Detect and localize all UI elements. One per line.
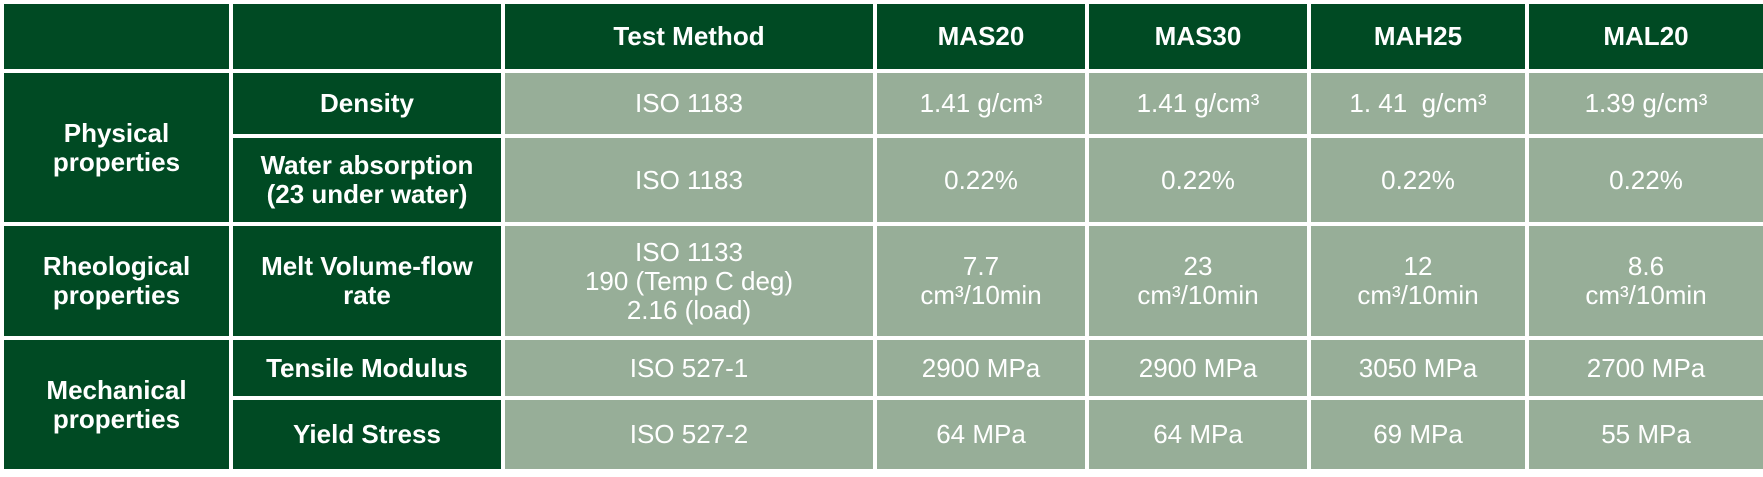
cell-line: 7.7 [962,251,1000,281]
cell-line: Rheological [42,251,191,281]
test-method: ISO 527-2 [505,400,873,469]
table-body: Test Method MAS20 MAS30 MAH25 MAL20 Physical p… [4,4,1763,469]
column-header: MAS20 [877,4,1085,69]
empty-header [233,4,501,69]
cell-line: 64 MPa [1153,419,1243,449]
empty-header [4,4,229,69]
cell-line: cm³/10min [1357,280,1479,310]
value-cell: 8.6 cm³/10min [1529,226,1763,336]
value-cell: 2700 MPa [1529,340,1763,396]
property-name: Density [233,73,501,134]
cell-line: 12 [1403,251,1433,281]
cell-line: cm³/10min [1137,280,1259,310]
cell-line: 0.22% [1381,164,1455,195]
cell-line: ISO 527-1 [629,352,749,383]
cell-line: 8.6 [1627,251,1665,281]
property-name: Water absorption (23 under water) [233,138,501,222]
cell-line: cm³/10min [1585,280,1707,310]
value-cell: 3050 MPa [1311,340,1525,396]
test-method: ISO 1183 [505,73,873,134]
data-row: Water absorption (23 under water) ISO 1183… [4,138,1763,222]
cell-line: 2900 MPa [921,352,1041,383]
cell-line: properties [52,146,181,177]
group-label: Physical properties [4,73,229,222]
cell-line: 1.39 g/cm³ [1584,88,1708,118]
cell-line: cm³/10min [920,280,1042,310]
group-label: Rheological properties [4,226,229,336]
cell-line: 1.41 g/cm³ [1136,88,1260,118]
cell-line: ISO 1183 [635,164,743,195]
cell-line: Density [320,88,414,118]
value-cell: 1.39 g/cm³ [1529,73,1763,134]
cell-line: properties [52,403,181,434]
group-label: Mechanical properties [4,340,229,469]
cell-line: Melt Volume-flow [261,251,473,281]
value-cell: 23 cm³/10min [1089,226,1307,336]
value-cell: 0.22% [1529,138,1763,222]
cell-line: ISO 1183 [635,88,743,118]
column-header: MAL20 [1529,4,1763,69]
cell-line: MAS30 [1154,21,1242,51]
cell-line: Physical [63,117,170,148]
data-row: Mechanical properties Tensile Modulus ISO 5… [4,340,1763,469]
test-method: ISO 1133 190 (Temp C deg) 2.16 (load) [505,226,873,336]
cell-line: rate [343,280,391,310]
column-header: Test Method [505,4,873,69]
cell-line: properties [52,280,181,310]
cell-line: MAL20 [1603,21,1689,51]
value-cell: 12 cm³/10min [1311,226,1525,336]
cell-line: (23 under water) [266,179,468,209]
cell-line: 55 MPa [1601,419,1691,449]
data-row: Yield Stress ISO 527-2 64 MPa 64 MPa 69 MPa 5… [4,400,1763,469]
cell-line: 69 MPa [1373,419,1463,449]
property-name: Yield Stress [233,400,501,469]
data-row: Physical properties Density ISO 1183 1.41 g/… [4,73,1763,222]
cell-line: 1.41 g/cm³ [919,88,1043,118]
cell-line: Tensile Modulus [266,352,468,383]
value-cell: 1.41 g/cm³ [877,73,1085,134]
column-header: MAH25 [1311,4,1525,69]
cell-line: 2.16 (load) [626,294,752,325]
test-method: ISO 1183 [505,138,873,222]
value-cell: 2900 MPa [1089,340,1307,396]
cell-line: 64 MPa [936,419,1026,449]
cell-line: 3050 MPa [1358,352,1478,383]
cell-line: 2700 MPa [1586,352,1706,383]
value-cell: 0.22% [1089,138,1307,222]
cell-line: Test Method [613,21,765,51]
value-cell: 64 MPa [1089,400,1307,469]
cell-line: ISO 527-2 [629,419,749,449]
cell-line: 0.22% [1609,164,1683,195]
column-header: MAS30 [1089,4,1307,69]
value-cell: 2900 MPa [877,340,1085,396]
cell-line: ISO 1133 [635,236,743,267]
test-method: ISO 527-1 [505,340,873,396]
cell-line: 1. 41 g/cm³ [1349,88,1487,118]
value-cell: 0.22% [1311,138,1525,222]
cell-line: 23 [1183,251,1213,281]
property-name: Tensile Modulus [233,340,501,396]
value-cell: 1.41 g/cm³ [1089,73,1307,134]
value-cell: 7.7 cm³/10min [877,226,1085,336]
value-cell: 55 MPa [1529,400,1763,469]
cell-line: 0.22% [1161,164,1235,195]
header-row: Test Method MAS20 MAS30 MAH25 MAL20 [4,4,1763,69]
cell-line: 0.22% [944,164,1018,195]
value-cell: 0.22% [877,138,1085,222]
data-row: Rheological properties Melt Volume-flow rat… [4,226,1763,336]
cell-line: 190 (Temp C deg) [584,265,794,296]
cell-line: MAH25 [1373,21,1463,51]
cell-line: MAS20 [937,21,1025,51]
value-cell: 1. 41 g/cm³ [1311,73,1525,134]
cell-line: Water absorption [260,150,474,180]
cell-line: Mechanical [46,374,187,405]
cell-line: 2900 MPa [1138,352,1258,383]
cell-line: Yield Stress [293,419,441,449]
value-cell: 69 MPa [1311,400,1525,469]
value-cell: 64 MPa [877,400,1085,469]
property-name: Melt Volume-flow rate [233,226,501,336]
